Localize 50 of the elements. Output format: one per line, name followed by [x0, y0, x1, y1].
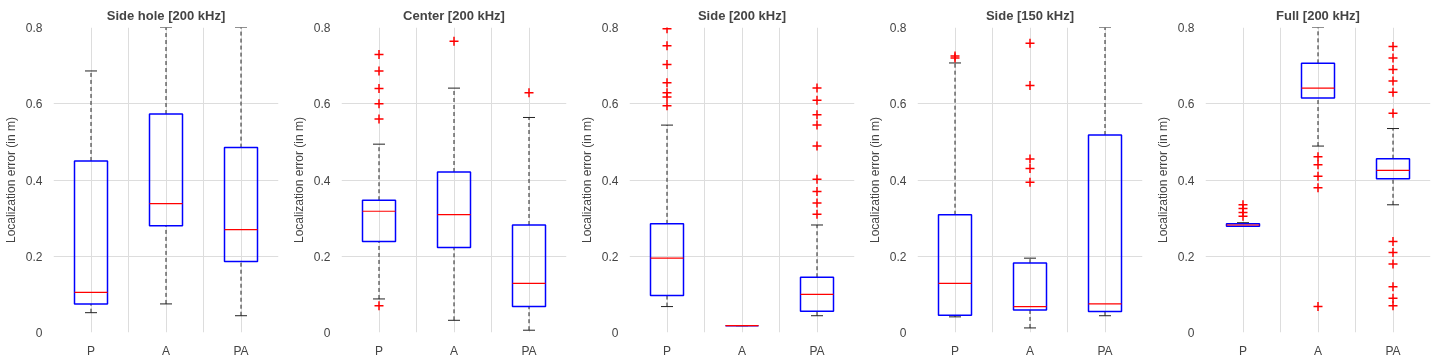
y-tick-label: 0 — [35, 326, 43, 340]
x-tick-label: P — [375, 343, 384, 358]
x-tick-label: A — [738, 343, 747, 358]
x-tick-label: A — [162, 343, 171, 358]
y-tick-label: 0 — [611, 326, 619, 340]
x-tick-label: PA — [809, 343, 825, 358]
y-tick-label: 0.4 — [313, 173, 331, 188]
chart-title: Side [150 kHz] — [985, 7, 1075, 23]
x-tick-label: A — [1314, 343, 1323, 358]
x-tick-label: PA — [233, 343, 249, 358]
x-tick-label: P — [951, 343, 960, 358]
chart-title: Side [200 kHz] — [697, 7, 787, 23]
y-tick-label: 0 — [899, 326, 907, 340]
y-axis-title: Localization error (in m) — [3, 116, 18, 244]
y-tick-label: 0.2 — [1177, 249, 1195, 264]
x-tick-label: PA — [521, 343, 537, 358]
y-tick-label: 0.4 — [889, 173, 907, 188]
y-tick-label: 0.8 — [25, 21, 43, 35]
y-tick-label: 0.2 — [25, 249, 43, 264]
x-tick-label: P — [1239, 343, 1248, 358]
y-tick-label: 0.6 — [25, 97, 43, 112]
chart-title: Side hole [200 kHz] — [106, 7, 226, 23]
y-tick-label: 0.6 — [1177, 97, 1195, 112]
chart-title: Center [200 kHz] — [403, 7, 505, 23]
y-tick-label: 0.4 — [1177, 173, 1195, 188]
x-tick-label: PA — [1097, 343, 1113, 358]
y-tick-label: 0.8 — [313, 21, 331, 35]
y-tick-label: 0 — [323, 326, 331, 340]
y-tick-label: 0.4 — [601, 173, 619, 188]
y-tick-label: 0.8 — [601, 21, 619, 35]
x-tick-label: A — [1026, 343, 1035, 358]
y-axis-title: Localization error (in m) — [579, 116, 594, 244]
y-tick-label: 0.8 — [889, 21, 907, 35]
x-tick-label: P — [87, 343, 96, 358]
y-axis-title: Localization error (in m) — [867, 116, 882, 244]
y-axis-title: Localization error (in m) — [291, 116, 306, 244]
y-tick-label: 0.6 — [601, 97, 619, 112]
y-tick-label: 0.6 — [313, 97, 331, 112]
y-tick-label: 0.2 — [601, 249, 619, 264]
x-tick-label: A — [450, 343, 459, 358]
y-tick-label: 0.8 — [1177, 21, 1195, 35]
y-axis-title: Localization error (in m) — [1155, 116, 1170, 244]
y-tick-label: 0.2 — [889, 249, 907, 264]
x-tick-label: P — [663, 343, 672, 358]
y-tick-label: 0 — [1187, 326, 1195, 340]
chart-title: Full [200 kHz] — [1276, 7, 1360, 23]
y-tick-label: 0.2 — [313, 249, 331, 264]
y-tick-label: 0.4 — [25, 173, 43, 188]
y-tick-label: 0.6 — [889, 97, 907, 112]
x-tick-label: PA — [1385, 343, 1401, 358]
